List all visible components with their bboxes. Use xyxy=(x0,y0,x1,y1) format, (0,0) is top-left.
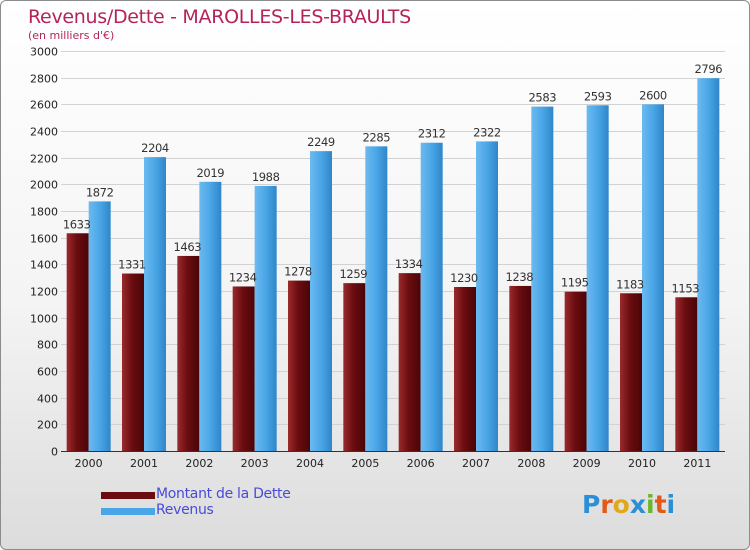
data-label: 2796 xyxy=(694,62,722,76)
bar-revenue xyxy=(365,146,388,452)
data-labels: 1633 1872 1331 2204 1463 2019 1234 1988 1278 2249… xyxy=(63,62,723,295)
data-label: 1234 xyxy=(229,270,257,284)
data-label: 1872 xyxy=(86,185,114,199)
data-label: 1988 xyxy=(252,170,280,184)
bar-debt xyxy=(66,233,89,451)
bars xyxy=(66,78,720,452)
bar-revenue xyxy=(420,142,443,451)
logo-letter: t xyxy=(654,490,667,519)
bar-revenue xyxy=(531,106,554,451)
data-label: 2593 xyxy=(584,89,612,103)
bar-revenue xyxy=(254,185,277,451)
x-tick-label: 2009 xyxy=(573,457,601,470)
x-tick-label: 2006 xyxy=(407,457,435,470)
bar-debt xyxy=(620,293,642,451)
bar-revenue xyxy=(586,105,609,452)
bar-debt xyxy=(509,285,532,451)
grid-lines xyxy=(61,51,725,452)
bar-debt xyxy=(177,255,200,451)
data-label: 2312 xyxy=(418,127,446,141)
data-label: 2204 xyxy=(141,141,169,155)
bar-debt xyxy=(343,283,366,451)
logo-letter: o xyxy=(612,490,630,519)
y-tick-label: 2200 xyxy=(30,153,58,166)
data-label: 2322 xyxy=(473,125,501,139)
data-label: 1183 xyxy=(616,277,644,291)
bar-debt xyxy=(564,291,587,451)
legend-swatch-revenue xyxy=(101,508,155,515)
y-tick-label: 600 xyxy=(37,366,58,379)
data-label: 1331 xyxy=(118,258,146,272)
y-tick-label: 1600 xyxy=(30,233,58,246)
logo-letter: i xyxy=(646,490,655,519)
legend-label-debt: Montant de la Dette xyxy=(156,486,291,502)
bar-revenue xyxy=(476,141,498,451)
y-tick-label: 2000 xyxy=(30,179,58,192)
data-label: 1153 xyxy=(671,281,699,295)
data-label: 1259 xyxy=(339,267,367,281)
data-label: 1463 xyxy=(173,240,201,254)
bar-debt xyxy=(675,297,698,451)
bar-revenue xyxy=(199,181,222,452)
data-label: 2249 xyxy=(307,135,335,149)
y-tick-label: 1200 xyxy=(30,286,58,299)
chart-title: Revenus/Dette - MAROLLES-LES-BRAULTS xyxy=(28,6,411,28)
chart-subtitle: (en milliers d'€) xyxy=(28,29,115,42)
x-axis-ticks: 2000 2001 2002 2003 2004 2005 2006 2007 2008 2009… xyxy=(75,457,712,470)
x-tick-label: 2001 xyxy=(130,457,158,470)
y-tick-label: 0 xyxy=(51,446,58,459)
y-tick-label: 1400 xyxy=(30,259,58,272)
x-tick-label: 2004 xyxy=(296,457,324,470)
y-tick-label: 3000 xyxy=(30,46,58,59)
proxiti-logo: Proxiti xyxy=(582,490,675,519)
data-label: 2600 xyxy=(639,88,667,102)
x-tick-label: 2010 xyxy=(628,457,656,470)
data-label: 1334 xyxy=(395,257,423,271)
x-tick-label: 2007 xyxy=(462,457,490,470)
data-label: 1195 xyxy=(561,276,589,290)
bar-debt xyxy=(398,273,421,451)
legend-swatch-debt xyxy=(101,492,155,499)
bar-debt xyxy=(288,280,310,451)
bar-revenue xyxy=(88,201,111,451)
logo-letter: r xyxy=(600,490,613,519)
bar-revenue xyxy=(697,78,720,451)
data-label: 2019 xyxy=(196,166,224,180)
bar-revenue xyxy=(642,104,664,451)
logo-letter: P xyxy=(582,490,601,519)
data-label: 2285 xyxy=(362,130,390,144)
x-tick-label: 2000 xyxy=(75,457,103,470)
y-tick-label: 2400 xyxy=(30,126,58,139)
y-tick-label: 2600 xyxy=(30,99,58,112)
data-label: 1238 xyxy=(505,270,533,284)
y-tick-label: 1800 xyxy=(30,206,58,219)
y-tick-label: 400 xyxy=(37,393,58,406)
x-tick-label: 2002 xyxy=(185,457,213,470)
y-tick-label: 800 xyxy=(37,339,58,352)
logo-letter: i xyxy=(666,490,676,519)
legend-label-revenue: Revenus xyxy=(156,502,214,518)
bar-revenue xyxy=(144,157,166,451)
data-label: 2583 xyxy=(528,91,556,105)
data-label: 1230 xyxy=(450,271,478,285)
y-axis-ticks: 0 200 400 600 800 1000 1200 1400 1600 1800 2000 220… xyxy=(30,46,58,459)
bar-debt xyxy=(122,273,144,451)
x-tick-label: 2003 xyxy=(241,457,269,470)
y-tick-label: 2800 xyxy=(30,73,58,86)
logo-letter: x xyxy=(629,490,646,519)
bar-debt xyxy=(232,286,255,451)
bar-revenue xyxy=(310,151,332,451)
y-tick-label: 1000 xyxy=(30,313,58,326)
y-tick-label: 200 xyxy=(37,419,58,432)
data-label: 1633 xyxy=(63,217,91,231)
bar-debt xyxy=(454,287,476,451)
x-tick-label: 2005 xyxy=(351,457,379,470)
x-tick-label: 2011 xyxy=(683,457,711,470)
data-label: 1278 xyxy=(284,265,312,279)
x-tick-label: 2008 xyxy=(517,457,545,470)
